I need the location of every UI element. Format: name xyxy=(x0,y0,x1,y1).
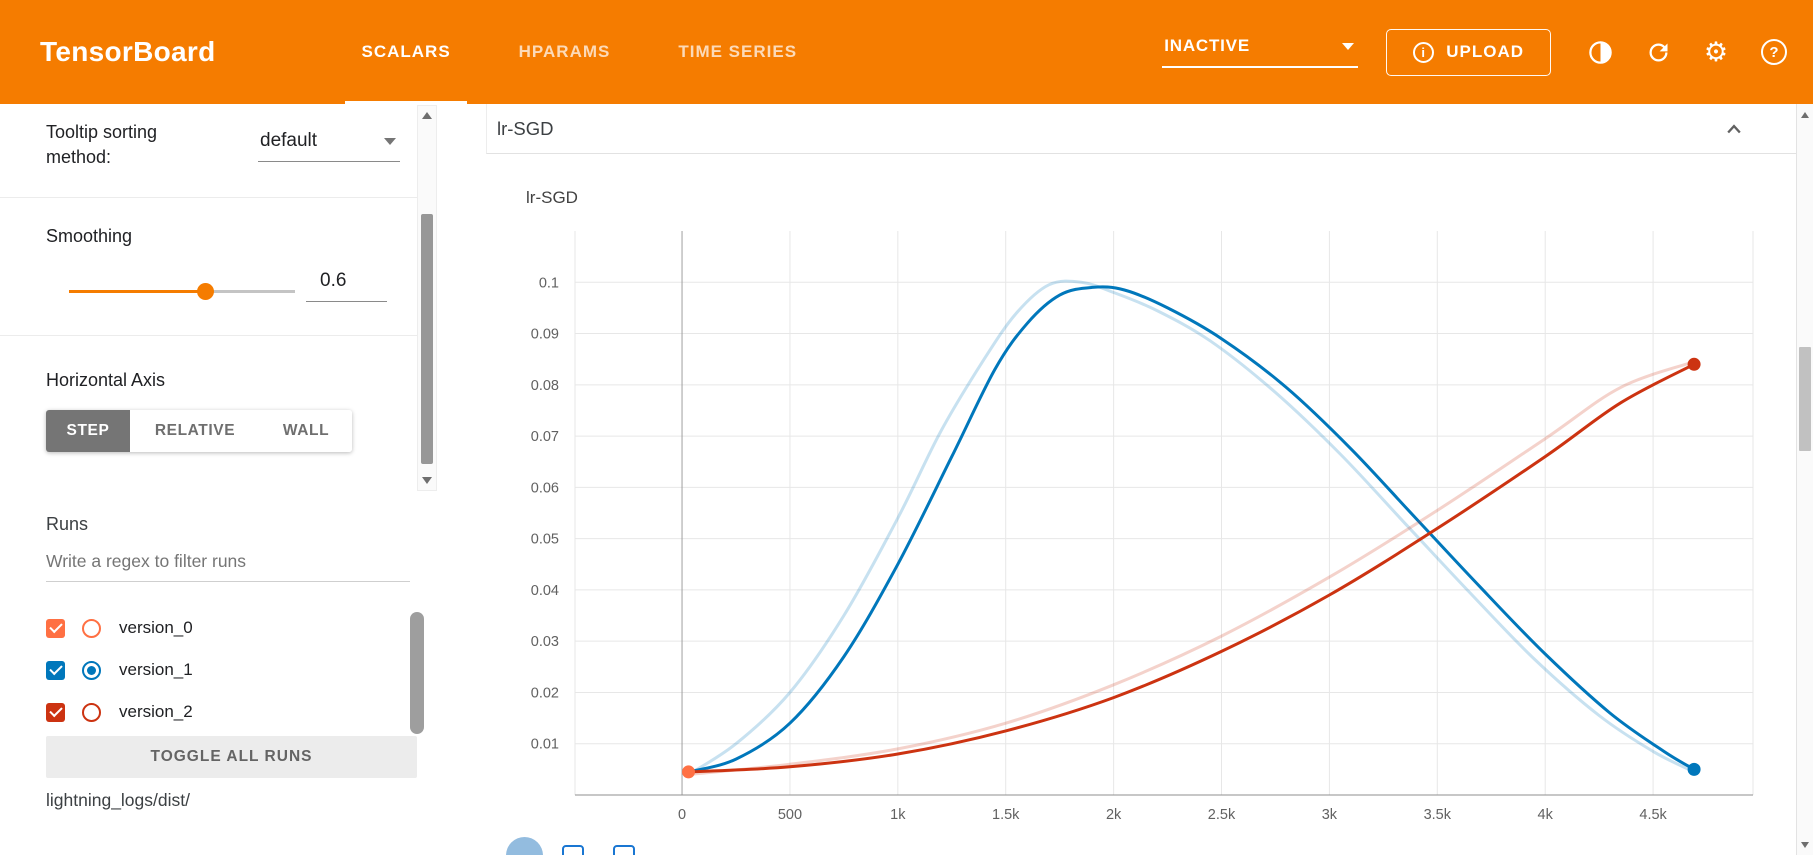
svg-text:500: 500 xyxy=(778,807,802,823)
axis-relative-button[interactable]: RELATIVE xyxy=(130,410,260,452)
run-checkbox[interactable] xyxy=(46,702,65,722)
header-tabs: SCALARS HPARAMS TIME SERIES xyxy=(327,0,831,104)
svg-text:0: 0 xyxy=(678,807,686,823)
lr-sgd-chart: 0.01 0.02 0.03 0.04 0.05 0.06 0.07 0.08 0.09 0.1 0… xyxy=(531,231,1754,823)
info-icon: i xyxy=(1413,41,1435,63)
svg-text:0.05: 0.05 xyxy=(531,532,559,548)
chart-toolbar-icon[interactable] xyxy=(562,845,584,855)
chart-toolbar-icon[interactable] xyxy=(613,845,635,855)
svg-text:0.07: 0.07 xyxy=(531,429,559,445)
help-glyph: ? xyxy=(1761,39,1787,65)
smoothing-slider-thumb[interactable] xyxy=(196,283,214,300)
topbar: TensorBoard SCALARS HPARAMS TIME SERIES … xyxy=(0,0,1813,104)
svg-text:3.5k: 3.5k xyxy=(1424,807,1452,823)
divider xyxy=(0,335,417,336)
svg-text:0.04: 0.04 xyxy=(531,583,559,599)
collapse-chevron-icon[interactable] xyxy=(1720,115,1748,143)
smoothing-slider[interactable] xyxy=(69,282,295,300)
run-label: version_0 xyxy=(119,618,193,637)
theme-toggle-icon[interactable] xyxy=(1585,37,1615,67)
main-panel: lr-SGD lr-SGD 0.01 0.02 0.03 0.04 0.05 0.06 0.… xyxy=(486,104,1796,855)
sidebar-scrollbar[interactable] xyxy=(417,105,437,491)
app-title: TensorBoard xyxy=(40,36,216,67)
svg-text:4.5k: 4.5k xyxy=(1639,807,1667,823)
topbar-right: INACTIVE i UPLOAD ⚙ ? xyxy=(1162,28,1789,76)
chevron-down-icon xyxy=(1342,42,1355,50)
run-row[interactable]: version_2 xyxy=(46,691,406,733)
smoothing-slider-fill xyxy=(69,290,205,293)
horizontal-axis-label: Horizontal Axis xyxy=(46,370,166,390)
run-radio[interactable] xyxy=(82,618,101,638)
tooltip-sorting-dropdown[interactable]: default xyxy=(258,130,400,162)
svg-text:0.03: 0.03 xyxy=(531,634,559,650)
log-directory-label: lightning_logs/dist/ xyxy=(46,790,190,810)
svg-text:0.02: 0.02 xyxy=(531,685,559,701)
run-row[interactable]: version_1 xyxy=(46,649,406,691)
status-dropdown-value: INACTIVE xyxy=(1164,36,1250,55)
svg-text:1k: 1k xyxy=(890,807,906,823)
settings-gear-icon[interactable]: ⚙ xyxy=(1701,37,1731,67)
divider xyxy=(0,197,417,198)
tooltip-sorting-value: default xyxy=(260,130,318,151)
axis-step-button[interactable]: STEP xyxy=(46,410,130,452)
page-scrollbar[interactable] xyxy=(1796,104,1813,855)
runs-scrollbar-thumb[interactable] xyxy=(410,612,424,734)
run-checkbox[interactable] xyxy=(46,660,65,680)
scroll-up-arrow[interactable] xyxy=(422,112,432,119)
svg-text:2.5k: 2.5k xyxy=(1208,807,1236,823)
svg-text:2k: 2k xyxy=(1106,807,1122,823)
toggle-all-runs-button[interactable]: TOGGLE ALL RUNS xyxy=(46,736,417,778)
smoothing-label: Smoothing xyxy=(46,226,133,246)
run-radio[interactable] xyxy=(82,660,101,680)
card-title: lr-SGD xyxy=(497,117,554,139)
run-checkbox[interactable] xyxy=(46,618,65,638)
run-label: version_1 xyxy=(119,660,193,679)
scroll-up-arrow[interactable] xyxy=(1797,106,1813,123)
help-icon[interactable]: ? xyxy=(1759,37,1789,67)
svg-text:0.06: 0.06 xyxy=(531,480,559,496)
gear-glyph: ⚙ xyxy=(1703,36,1729,67)
svg-text:4k: 4k xyxy=(1538,807,1554,823)
run-label: version_2 xyxy=(119,702,193,721)
tooltip-sorting-label: Tooltip sorting method: xyxy=(46,122,158,168)
runs-heading: Runs xyxy=(46,514,89,534)
refresh-icon[interactable] xyxy=(1643,37,1673,67)
sidebar-scrollbar-thumb[interactable] xyxy=(421,214,433,464)
svg-text:3k: 3k xyxy=(1322,807,1338,823)
svg-text:0.01: 0.01 xyxy=(531,737,559,753)
runs-filter-input[interactable] xyxy=(46,547,410,582)
tab-hparams[interactable]: HPARAMS xyxy=(518,42,611,61)
chevron-down-icon xyxy=(384,137,396,145)
smoothing-value-input[interactable] xyxy=(306,266,387,302)
svg-text:1.5k: 1.5k xyxy=(992,807,1020,823)
tab-time-series[interactable]: TIME SERIES xyxy=(678,42,798,61)
upload-button[interactable]: i UPLOAD xyxy=(1386,28,1551,76)
svg-text:0.08: 0.08 xyxy=(531,378,559,394)
scroll-down-arrow[interactable] xyxy=(422,477,432,484)
topbar-icon-row: ⚙ ? xyxy=(1585,37,1789,67)
sidebar: Tooltip sorting method: default Smoothin… xyxy=(0,104,486,855)
run-radio[interactable] xyxy=(82,702,101,722)
svg-text:0.1: 0.1 xyxy=(539,275,559,291)
axis-wall-button[interactable]: WALL xyxy=(260,410,352,452)
chart-toolbar-button[interactable] xyxy=(506,837,543,855)
scalar-card-header: lr-SGD xyxy=(486,104,1796,154)
page-scrollbar-thumb[interactable] xyxy=(1799,347,1811,451)
horizontal-axis-group: STEP RELATIVE WALL xyxy=(46,410,352,452)
status-dropdown[interactable]: INACTIVE xyxy=(1162,36,1359,68)
svg-text:0.09: 0.09 xyxy=(531,327,559,343)
upload-button-label: UPLOAD xyxy=(1446,42,1524,61)
tab-scalars[interactable]: SCALARS xyxy=(327,0,484,104)
run-row[interactable]: version_0 xyxy=(46,607,406,649)
runs-list: version_0 version_1 version_2 xyxy=(46,607,406,733)
chart-title: lr-SGD xyxy=(526,188,578,207)
scroll-down-arrow[interactable] xyxy=(1797,836,1813,853)
